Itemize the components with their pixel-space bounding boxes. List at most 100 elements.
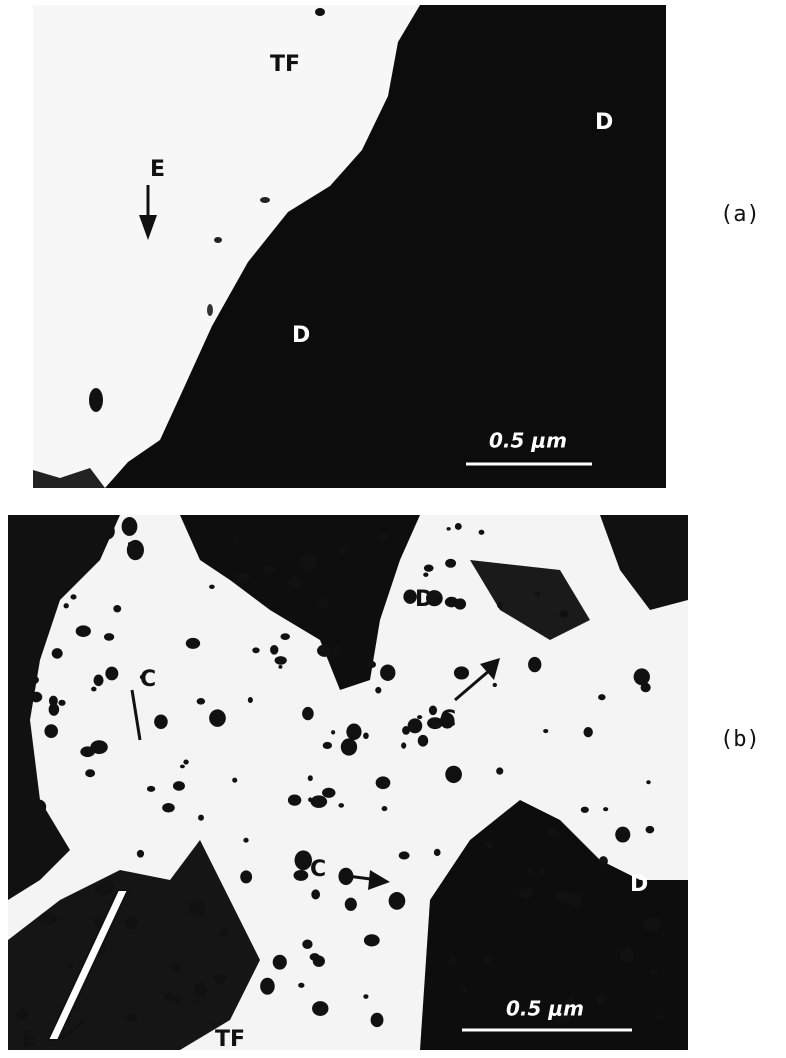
precipitate: [91, 687, 96, 692]
precipitate: [302, 707, 314, 720]
precipitate: [644, 917, 661, 931]
precipitate: [323, 742, 332, 749]
annotation: TF: [215, 1027, 245, 1052]
precipitate: [363, 994, 368, 999]
annotation: E: [22, 1027, 37, 1052]
precipitate: [180, 765, 185, 769]
precipitate: [367, 661, 376, 668]
precipitate: [126, 1014, 136, 1022]
annotation: D: [292, 323, 310, 348]
precipitate: [656, 1014, 664, 1020]
precipitate: [300, 554, 318, 571]
precipitate: [659, 525, 664, 530]
precipitate: [423, 572, 428, 576]
annotation: C: [140, 667, 156, 692]
annotation: E: [150, 157, 165, 182]
precipitate: [376, 776, 391, 789]
precipitate: [52, 648, 63, 659]
precipitate: [183, 760, 188, 765]
precipitate: [39, 912, 57, 926]
precipitate: [445, 559, 456, 568]
scale-bar-label: 0.5 μm: [489, 429, 567, 453]
annotation: C: [310, 857, 326, 882]
precipitate: [340, 547, 348, 554]
precipitate: [312, 1001, 328, 1016]
precipitate: [389, 892, 406, 910]
precipitate: [128, 542, 133, 546]
precipitate: [646, 826, 655, 834]
precipitate: [454, 666, 469, 679]
precipitate: [308, 797, 312, 802]
precipitate: [447, 527, 451, 530]
precipitate: [331, 730, 335, 734]
precipitate: [424, 565, 434, 572]
precipitate: [275, 656, 287, 665]
precipitate: [341, 738, 357, 755]
precipitate: [164, 993, 173, 1001]
precipitate: [620, 948, 634, 963]
precipitate: [375, 687, 381, 694]
precipitate: [263, 566, 274, 575]
precipitate: [338, 803, 344, 808]
precipitate: [363, 733, 369, 740]
precipitate: [497, 602, 503, 609]
precipitate: [197, 698, 205, 705]
annotation: C: [440, 707, 456, 732]
precipitate: [76, 625, 91, 637]
annotation: D: [415, 587, 433, 612]
precipitate: [193, 1001, 197, 1005]
precipitate: [535, 591, 541, 595]
precipitate: [171, 963, 182, 972]
precipitate: [260, 978, 275, 995]
precipitate: [248, 697, 253, 703]
precipitate: [70, 594, 76, 599]
precipitate: [174, 995, 181, 1003]
precipitate: [646, 780, 650, 784]
precipitate: [483, 956, 492, 965]
precipitate: [236, 572, 250, 583]
precipitate: [240, 870, 252, 883]
precipitate: [302, 939, 312, 948]
panel-label: (a): [720, 202, 760, 227]
precipitate: [311, 889, 320, 899]
precipitate: [496, 767, 503, 774]
precipitate: [232, 778, 237, 783]
annotation: TF: [270, 52, 300, 77]
precipitate: [113, 605, 121, 612]
precipitate: [16, 1009, 29, 1019]
micrograph-a: [33, 5, 666, 488]
precipitate: [382, 806, 388, 811]
precipitate: [519, 888, 533, 898]
precipitate: [85, 769, 95, 777]
precipitate: [209, 709, 226, 726]
precipitate: [15, 765, 25, 772]
precipitate: [243, 838, 248, 843]
precipitate: [294, 870, 309, 881]
precipitate: [298, 983, 304, 988]
precipitate: [539, 868, 544, 874]
precipitate: [560, 892, 574, 906]
panel-label: (b): [720, 727, 760, 752]
precipitate: [479, 530, 485, 535]
precipitate: [599, 856, 608, 866]
precipitate: [434, 849, 441, 856]
precipitate: [603, 807, 608, 811]
precipitate: [137, 850, 144, 858]
precipitate: [598, 694, 605, 700]
precipitate: [447, 959, 454, 964]
precipitate: [317, 644, 332, 656]
precipitate: [364, 934, 380, 946]
precipitate: [401, 742, 406, 748]
precipitate: [234, 536, 239, 541]
precipitate: [58, 700, 65, 706]
precipitate: [198, 815, 204, 821]
precipitate: [429, 706, 437, 716]
precipitate: [273, 955, 287, 970]
precipitate: [288, 576, 300, 588]
precipitate: [333, 646, 343, 655]
precipitate: [26, 645, 32, 650]
precipitate: [122, 517, 138, 536]
precipitate: [104, 633, 114, 641]
precipitate: [68, 964, 73, 968]
precipitate: [64, 603, 69, 608]
